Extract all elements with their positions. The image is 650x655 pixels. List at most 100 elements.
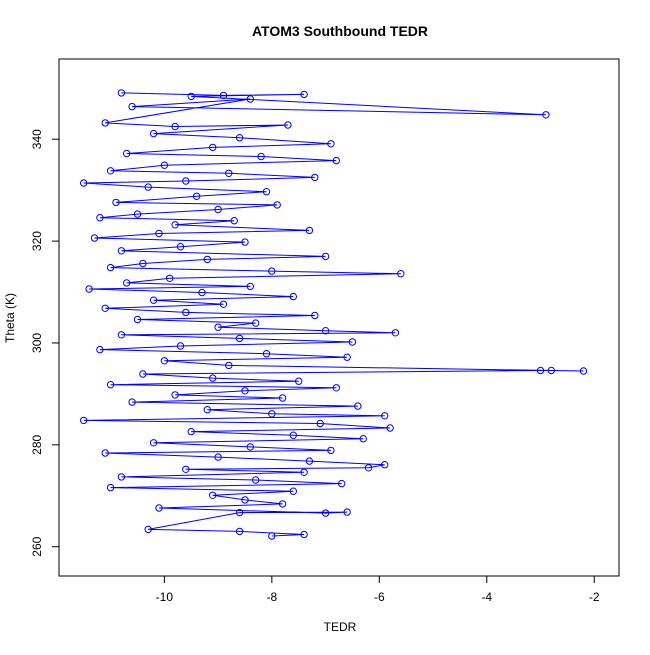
data-point — [289, 292, 297, 301]
data-point — [101, 304, 109, 312]
data-point — [80, 416, 88, 425]
data-point — [155, 229, 163, 238]
data-point — [101, 449, 109, 457]
data-point — [123, 149, 131, 158]
data-point — [295, 377, 303, 385]
data-point — [128, 102, 136, 111]
data-point — [117, 89, 126, 97]
data-point — [289, 431, 297, 439]
data-point — [225, 361, 233, 370]
data-point — [149, 439, 158, 447]
x-tick-label: -10 — [156, 590, 174, 604]
data-point — [235, 527, 244, 536]
data-point — [579, 367, 588, 375]
data-point — [85, 285, 93, 293]
x-axis-label: TEDR — [324, 620, 357, 634]
data-point — [300, 530, 308, 539]
data-point — [106, 167, 115, 175]
plot-layer — [80, 89, 588, 540]
data-point — [305, 457, 314, 465]
data-point — [133, 210, 142, 218]
data-point — [182, 308, 190, 317]
data-point — [203, 406, 212, 414]
data-point — [235, 508, 244, 517]
data-point — [96, 214, 104, 222]
data-point — [262, 350, 271, 358]
data-point — [316, 419, 324, 428]
data-point — [133, 315, 142, 324]
data-point — [106, 483, 115, 492]
data-point — [284, 121, 292, 129]
data-point — [209, 374, 217, 382]
data-point — [176, 243, 185, 251]
data-point — [268, 532, 276, 540]
data-point — [300, 90, 308, 99]
data-point — [209, 143, 217, 152]
data-point — [182, 465, 190, 473]
data-point — [149, 129, 158, 138]
data-point — [90, 234, 99, 242]
data-point — [278, 500, 287, 508]
data-point — [332, 384, 340, 392]
data-point — [246, 95, 255, 103]
data-point — [80, 179, 88, 187]
data-point — [182, 177, 190, 185]
data-point — [332, 156, 340, 165]
data-point — [192, 192, 201, 201]
data-point — [106, 263, 115, 272]
data-point — [171, 391, 179, 399]
data-point — [321, 509, 330, 517]
data-point — [289, 487, 297, 495]
y-tick-label: 340 — [30, 129, 44, 149]
y-axis: 260 280 300 320 340 — [30, 129, 60, 557]
data-point — [139, 259, 147, 268]
data-point — [219, 300, 228, 308]
data-point — [117, 473, 126, 481]
data-point — [241, 496, 249, 504]
data-point — [397, 270, 405, 278]
data-point — [214, 205, 222, 214]
data-point — [128, 398, 136, 406]
data-point — [311, 311, 319, 320]
data-point — [214, 323, 222, 331]
data-point — [214, 453, 222, 461]
chart-title: ATOM3 Southbound TEDR — [252, 23, 428, 39]
data-point — [144, 525, 152, 534]
data-point — [321, 327, 330, 335]
data-point — [381, 461, 389, 469]
data-point — [354, 402, 362, 410]
data-point — [262, 188, 271, 196]
data-point — [144, 183, 152, 191]
x-axis: -10 -8 -6 -4 -2 — [156, 575, 600, 604]
data-point — [106, 381, 115, 389]
data-point — [117, 247, 126, 255]
x-tick-label: -6 — [374, 590, 385, 604]
data-point — [268, 410, 276, 418]
data-point — [542, 111, 550, 119]
data-point — [386, 424, 394, 432]
data-point — [246, 443, 255, 451]
data-point — [101, 119, 109, 127]
x-tick-label: -4 — [481, 590, 492, 604]
data-point — [359, 435, 367, 443]
y-tick-label: 260 — [30, 536, 44, 556]
y-tick-label: 300 — [30, 333, 44, 353]
data-point — [160, 161, 169, 169]
data-point — [219, 91, 228, 100]
data-point — [241, 238, 249, 246]
plot-frame — [58, 58, 620, 577]
data-point — [160, 357, 169, 365]
data-point — [343, 353, 351, 361]
data-point — [123, 279, 131, 287]
data-point — [149, 296, 158, 304]
y-axis-label: Theta (K) — [3, 293, 17, 343]
data-point — [209, 491, 217, 499]
data-point — [391, 329, 400, 337]
data-point — [327, 140, 335, 148]
data-point — [241, 387, 249, 395]
data-point — [139, 370, 147, 378]
data-point — [381, 412, 389, 420]
data-point — [547, 366, 555, 375]
